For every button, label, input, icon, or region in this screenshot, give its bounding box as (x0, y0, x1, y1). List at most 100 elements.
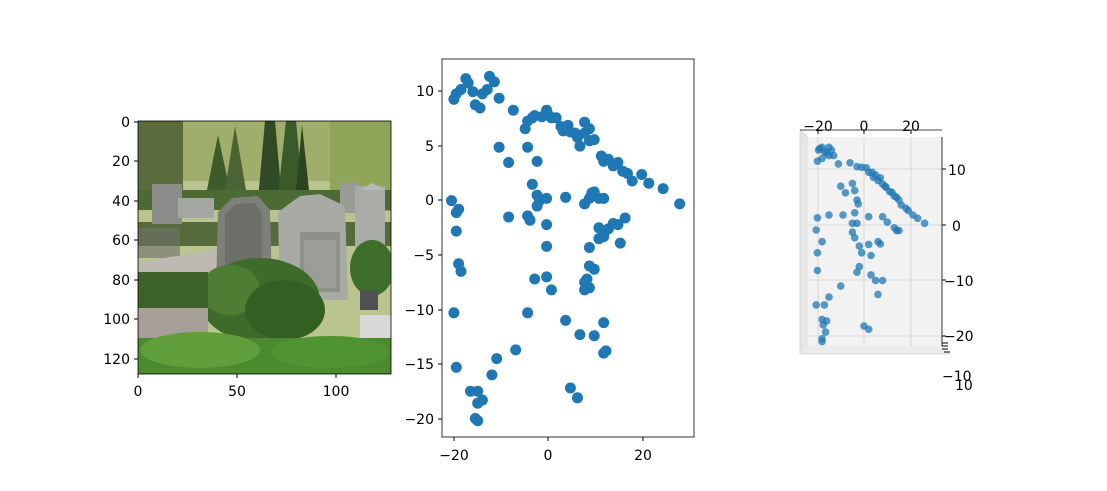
scatter-point (503, 157, 515, 168)
image-x-axis: 0 50 100 (134, 374, 350, 400)
scatter3d-point (854, 200, 862, 208)
image-x-tick-label: 0 (134, 384, 143, 400)
scatter-point (541, 271, 553, 283)
scatter-point (526, 178, 538, 190)
image-y-axis: 0 20 40 60 80 100 120 (103, 115, 138, 368)
scatter3d-point (876, 240, 885, 248)
image-x-tick-label: 100 (323, 384, 350, 400)
scatter-point (564, 382, 576, 394)
scatter3d-point (841, 189, 850, 197)
scatter3d-point (857, 249, 866, 257)
scatter3d-panel: −20 0 20 10 0 −10 −20 −10 10 (799, 119, 974, 394)
scatter3d-y-tick-label: −10 (944, 274, 974, 290)
scatter-point (541, 192, 553, 204)
scatter3d-point (867, 271, 875, 279)
scatter-point (448, 307, 460, 319)
pane-floor (800, 346, 950, 354)
scatter-point (531, 200, 543, 212)
scatter3d-point (812, 301, 820, 309)
scatter3d-y-tick-label: 10 (948, 163, 966, 179)
scatter-point (560, 191, 572, 203)
scatter-point (612, 157, 624, 168)
scatter-point (486, 369, 498, 381)
scatter-points (446, 70, 686, 427)
scatter-y-tick-label: −10 (404, 303, 434, 319)
scatter3d-point (850, 234, 859, 242)
scatter-point (574, 140, 586, 152)
scatter3d-point (871, 276, 880, 285)
scatter-point (493, 92, 505, 104)
scatter-x-tick-label: 20 (634, 448, 652, 464)
scatter3d-point (876, 174, 885, 182)
scatter-point (481, 84, 493, 95)
scatter3d-point (867, 251, 875, 260)
scatter-point (455, 84, 467, 95)
scatter-point (524, 214, 536, 226)
scatter-point (614, 237, 626, 249)
scatter3d-point (825, 151, 833, 160)
scatter3d-z-tick-label: 10 (955, 378, 973, 394)
scatter-point (541, 219, 553, 231)
scatter3d-point (825, 293, 833, 301)
scatter-point (545, 284, 557, 296)
scatter-point (450, 225, 462, 237)
scatter-y-tick-label: 10 (416, 84, 434, 100)
scatter-point (619, 212, 631, 224)
scatter-y-tick-label: −15 (404, 357, 434, 373)
scatter-point (474, 102, 486, 114)
image-frame (137, 120, 392, 375)
image-y-tick-label: 60 (112, 233, 130, 249)
scatter-point (560, 314, 572, 326)
scatter-point (450, 361, 462, 373)
scatter3d-point (850, 186, 859, 195)
scatter-point (612, 219, 624, 231)
scatter-point (503, 211, 515, 223)
scatter-point (574, 329, 586, 341)
scatter3d-point (821, 328, 830, 336)
image-y-tick-label: 40 (112, 194, 130, 210)
scatter3d-point (822, 317, 831, 325)
scatter-point (593, 233, 605, 245)
scatter3d-point (864, 212, 873, 221)
scatter-point (657, 183, 669, 195)
scatter3d-point (820, 301, 829, 309)
scatter-point (583, 123, 595, 135)
scatter-x-tick-label: −20 (439, 448, 469, 464)
scatter3d-point (818, 237, 826, 246)
scatter-x-tick-label: 0 (544, 448, 553, 464)
image-y-tick-label: 100 (103, 312, 130, 328)
scatter3d-y-axis: 10 0 −10 −20 (941, 137, 974, 346)
scatter-point (572, 392, 583, 404)
scatter-point (643, 177, 655, 189)
scatter3d-point (812, 226, 820, 234)
scatter-panel: −20 0 20 10 5 0 −5 −10 −15 −20 (404, 58, 695, 464)
scatter3d-point (920, 219, 929, 228)
scatter-point (598, 192, 610, 204)
scatter-point (491, 353, 503, 365)
scatter3d-y-tick-label: 0 (952, 219, 961, 235)
scatter-y-tick-label: −20 (404, 412, 434, 428)
scatter3d-point (878, 212, 887, 221)
image-x-tick-label: 50 (228, 384, 246, 400)
scatter3d-point (813, 249, 822, 257)
scatter3d-point (855, 242, 864, 250)
scatter3d-x-tick-label: 20 (902, 119, 920, 135)
scatter-point (472, 397, 484, 409)
scatter-point (455, 265, 467, 277)
scatter3d-point (913, 214, 922, 223)
scatter-point (493, 141, 505, 153)
scatter-point (531, 155, 543, 167)
scatter3d-x-axis: −20 0 20 (800, 119, 942, 135)
scatter3d-x-tick-label: 0 (860, 119, 869, 135)
scatter-point (581, 273, 593, 285)
scatter3d-points (812, 143, 929, 346)
scatter-point (529, 273, 541, 285)
scatter-point (583, 242, 595, 253)
scatter-point (467, 86, 479, 98)
scatter3d-point (864, 240, 873, 249)
scatter-point (507, 104, 519, 116)
scatter3d-point (850, 209, 859, 217)
scatter3d-point (818, 154, 826, 163)
scatter3d-point (874, 290, 882, 299)
scatter-point (541, 240, 553, 252)
